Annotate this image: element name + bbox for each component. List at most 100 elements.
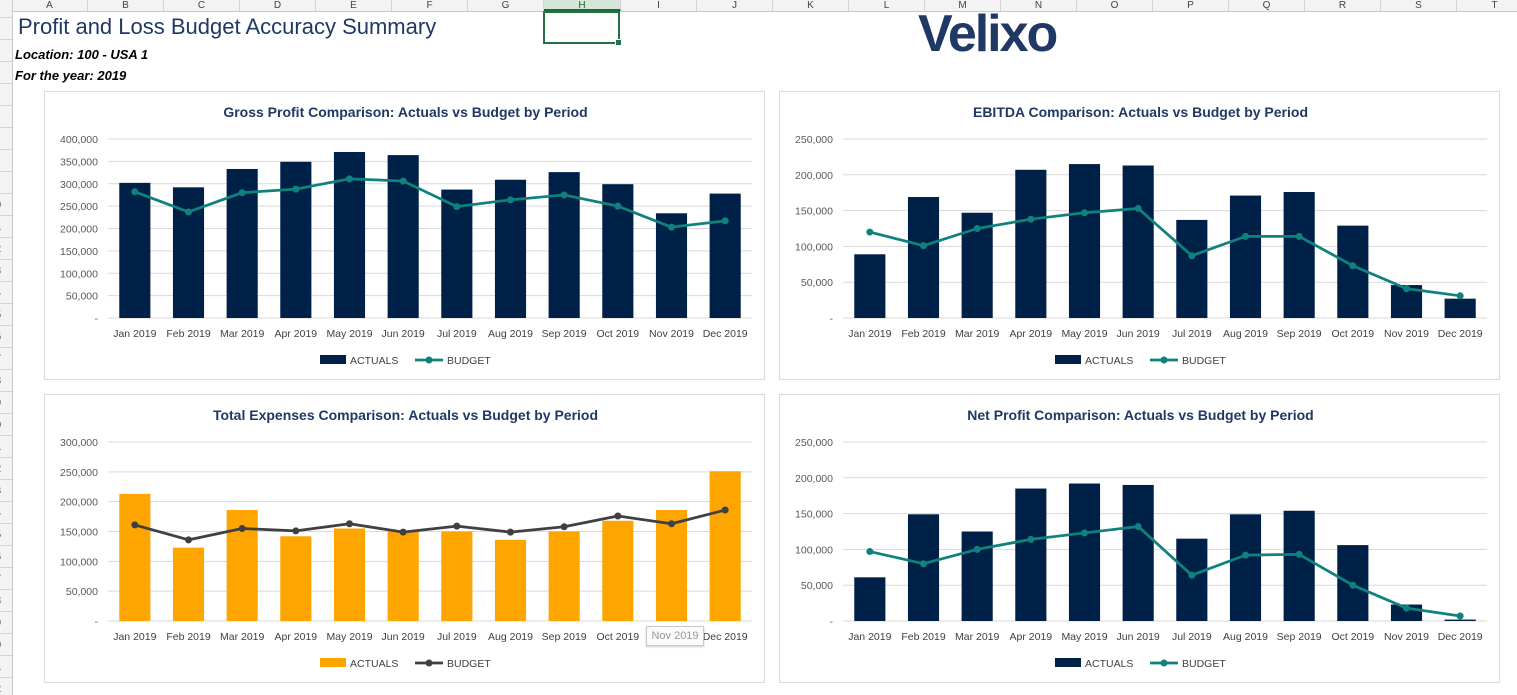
- row-number: 6: [0, 331, 1, 343]
- column-header-k[interactable]: K: [773, 0, 849, 11]
- budget-point: [346, 520, 353, 528]
- x-tick-label: Jul 2019: [437, 631, 477, 643]
- legend-actuals-label: ACTUALS: [350, 355, 398, 367]
- bar-actuals: [1015, 169, 1047, 318]
- row-header[interactable]: 6: [0, 546, 12, 568]
- row-header[interactable]: 0: [0, 194, 12, 216]
- column-header-s[interactable]: S: [1381, 0, 1457, 11]
- budget-point: [1242, 551, 1249, 559]
- column-header-o[interactable]: O: [1077, 0, 1153, 11]
- x-tick-label: Mar 2019: [220, 631, 265, 643]
- budget-line: [869, 207, 1461, 298]
- y-tick-label: -: [830, 616, 834, 628]
- row-header[interactable]: 5: [0, 524, 12, 546]
- row-header[interactable]: 2: [0, 238, 12, 260]
- row-header[interactable]: 7: [0, 348, 12, 370]
- row-header[interactable]: 0: [0, 634, 12, 656]
- bar-actuals: [119, 493, 151, 621]
- row-header[interactable]: [0, 150, 12, 172]
- budget-point: [920, 242, 927, 250]
- row-header[interactable]: [0, 40, 12, 62]
- column-header-t[interactable]: T: [1457, 0, 1517, 11]
- sheet-title: Profit and Loss Budget Accuracy Summary: [18, 14, 437, 39]
- column-header-h[interactable]: H: [544, 0, 621, 11]
- row-header[interactable]: [0, 0, 12, 18]
- y-tick-label: 400,000: [60, 134, 98, 146]
- column-header-n[interactable]: N: [1001, 0, 1077, 11]
- row-header[interactable]: 6: [0, 326, 12, 348]
- budget-point: [866, 228, 874, 236]
- row-header[interactable]: 2: [0, 458, 12, 480]
- net-profit-chart[interactable]: Net Profit Comparison: Actuals vs Budget…: [779, 394, 1500, 683]
- gross-profit-chart[interactable]: Gross Profit Comparison: Actuals vs Budg…: [44, 91, 765, 380]
- budget-point: [131, 521, 139, 529]
- chart-title: EBITDA Comparison: Actuals vs Budget by …: [973, 104, 1308, 120]
- x-tick-label: Jan 2019: [848, 328, 891, 340]
- row-header[interactable]: [0, 172, 12, 194]
- budget-point: [1134, 522, 1142, 530]
- budget-point: [1403, 285, 1410, 293]
- ebitda-chart[interactable]: EBITDA Comparison: Actuals vs Budget by …: [779, 91, 1500, 380]
- budget-point: [1456, 292, 1464, 300]
- budget-point: [399, 528, 407, 536]
- y-tick-label: -: [830, 313, 834, 325]
- x-tick-label: Jan 2019: [848, 631, 891, 643]
- row-header[interactable]: 3: [0, 480, 12, 502]
- row-header[interactable]: [0, 18, 12, 40]
- row-header[interactable]: [0, 84, 12, 106]
- column-header-q[interactable]: Q: [1229, 0, 1305, 11]
- x-tick-label: Apr 2019: [275, 631, 318, 643]
- row-number: 1: [0, 661, 1, 673]
- column-header-r[interactable]: R: [1305, 0, 1381, 11]
- total-expenses-chart[interactable]: Total Expenses Comparison: Actuals vs Bu…: [44, 394, 765, 683]
- y-tick-label: 250,000: [60, 201, 98, 213]
- row-header[interactable]: [0, 62, 12, 84]
- row-header[interactable]: 9: [0, 392, 12, 414]
- column-header-l[interactable]: L: [849, 0, 925, 11]
- column-header-d[interactable]: D: [240, 0, 316, 11]
- row-header[interactable]: 3: [0, 260, 12, 282]
- selected-cell[interactable]: [543, 11, 622, 46]
- bar-actuals: [387, 531, 419, 621]
- column-header-f[interactable]: F: [392, 0, 468, 11]
- x-tick-label: Oct 2019: [1332, 328, 1375, 340]
- column-header-i[interactable]: I: [621, 0, 697, 11]
- bar-actuals: [1122, 165, 1154, 318]
- legend-budget-marker: [425, 659, 433, 667]
- row-header-bar: 0 1 2 3 4 5 6 7 8 9 0 1 2 3 4 5 6 7 8 9 0 1 2: [0, 0, 13, 695]
- x-tick-label: Nov 2019: [649, 328, 694, 340]
- column-header-a[interactable]: A: [12, 0, 88, 11]
- row-header[interactable]: 0: [0, 414, 12, 436]
- row-header[interactable]: 4: [0, 282, 12, 304]
- row-header[interactable]: 4: [0, 502, 12, 524]
- legend-budget-label: BUDGET: [1182, 658, 1226, 670]
- row-header[interactable]: 2: [0, 678, 12, 695]
- row-header[interactable]: 9: [0, 612, 12, 634]
- row-header[interactable]: 1: [0, 656, 12, 678]
- column-header-p[interactable]: P: [1153, 0, 1229, 11]
- y-tick-label: -: [95, 616, 99, 628]
- column-header-g[interactable]: G: [468, 0, 544, 11]
- row-header[interactable]: 8: [0, 370, 12, 392]
- budget-point: [973, 225, 981, 232]
- budget-point: [238, 525, 246, 533]
- row-header[interactable]: [0, 106, 12, 128]
- x-tick-label: Feb 2019: [166, 328, 211, 340]
- row-header[interactable]: 8: [0, 590, 12, 612]
- column-header-j[interactable]: J: [697, 0, 773, 11]
- column-header-b[interactable]: B: [88, 0, 164, 11]
- budget-point: [185, 536, 192, 544]
- row-number: 3: [0, 485, 1, 497]
- legend-budget-label: BUDGET: [1182, 355, 1226, 367]
- row-header[interactable]: 1: [0, 216, 12, 238]
- column-header-m[interactable]: M: [925, 0, 1001, 11]
- row-header[interactable]: 7: [0, 568, 12, 590]
- row-header[interactable]: 1: [0, 436, 12, 458]
- row-header[interactable]: 5: [0, 304, 12, 326]
- x-tick-label: Sep 2019: [542, 328, 587, 340]
- budget-point: [1295, 550, 1303, 558]
- column-header-e[interactable]: E: [316, 0, 392, 11]
- row-header[interactable]: [0, 128, 12, 150]
- budget-line: [869, 525, 1461, 618]
- column-header-c[interactable]: C: [164, 0, 240, 11]
